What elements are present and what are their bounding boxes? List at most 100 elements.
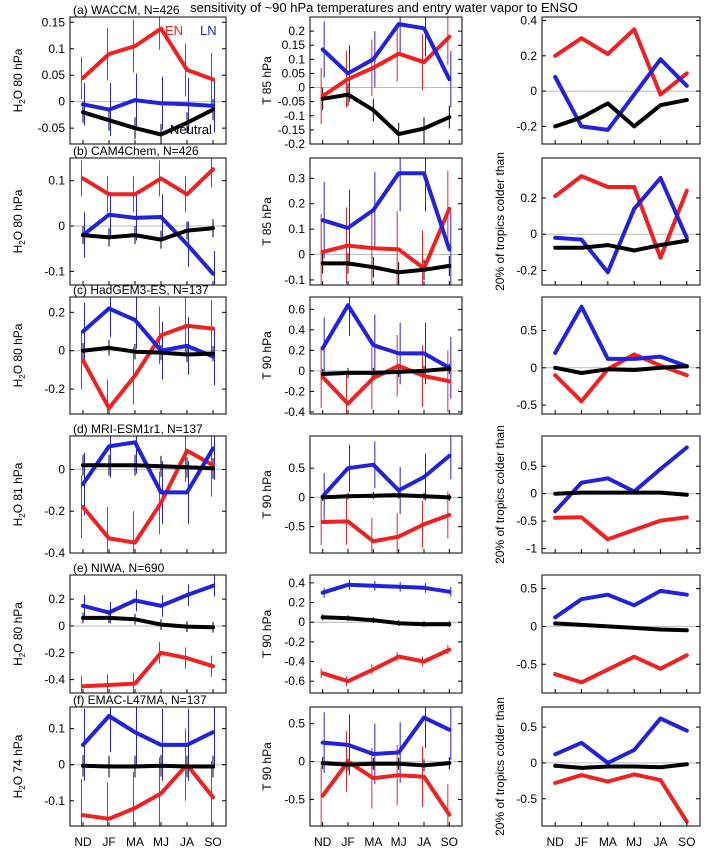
data-point-ln [133,440,137,445]
data-point-neutral [320,97,325,101]
y-tick-label: 0.5 [520,324,537,338]
data-point-neutral [606,490,610,495]
data-point-en [371,246,376,250]
data-point-en [447,34,452,39]
y-tick-label: -0.5 [284,792,305,806]
series-line-neutral [553,762,689,770]
y-tick-label: 0 [58,95,65,109]
data-point-neutral [159,237,163,242]
series-line-neutral [553,621,689,633]
data-point-en [579,680,584,685]
series-line-ln [81,212,215,276]
axes-frame [69,574,227,694]
panel-r2-c3: -0.2 0 0.2 [516,157,701,286]
data-point-neutral [133,233,137,237]
data-point-neutral [371,265,376,270]
data-point-ln [606,128,610,132]
data-point-ln [685,592,689,597]
data-point-neutral [685,492,689,497]
data-point-ln [422,475,426,479]
panel-r2-c2: -0.1 0 0.1 0.2 0.3 T 85 hPa [260,157,463,287]
data-point-neutral [606,243,610,247]
y-tick-label: 0 [530,227,537,241]
y-tick-label: -0.5 [516,792,537,806]
data-point-en [133,681,137,686]
data-point-en [396,363,401,368]
data-point-neutral [553,124,557,129]
data-point-neutral [396,621,401,625]
y-tick-label: -0.5 [516,398,537,412]
data-point-neutral [685,98,689,102]
data-point-en [81,505,85,509]
y-tick-label: 0.5 [288,461,305,475]
series-line-en [553,174,689,260]
axes-frame [309,706,463,827]
data-point-en [553,672,557,676]
data-point-en [371,776,376,781]
y-tick-label: 0 [530,487,537,501]
data-point-neutral [159,763,163,768]
data-point-ln [658,176,663,180]
series-line-neutral [81,463,215,471]
data-point-en [346,679,350,683]
data-point-neutral [396,493,401,497]
data-point-en [81,358,85,363]
data-point-neutral [211,351,215,356]
data-point-ln [346,303,350,308]
y-tick-label: 0.2 [520,49,537,63]
data-point-ln [320,590,325,595]
y-tick-label: -0.4 [44,546,65,560]
data-point-neutral [320,615,325,620]
data-point-en [579,399,584,404]
data-point-ln [422,715,426,720]
data-point-ln [346,466,350,470]
data-point-en [185,656,189,660]
data-point-en [81,684,85,689]
data-point-neutral [371,493,376,498]
right-column-ylabel: 20% of tropics colder than [493,425,507,564]
data-point-neutral [685,628,689,633]
series-line-ln [81,98,215,112]
y-tick-label: -0.1 [284,273,305,287]
data-point-neutral [447,367,452,371]
y-axis-label: H2O 80 hPa [11,323,27,387]
data-point-ln [81,604,85,608]
y-tick-label: 0.5 [520,720,537,734]
data-point-ln [658,589,663,593]
data-point-ln [81,102,85,107]
y-tick-label: 0 [298,755,305,769]
data-point-en [133,806,137,810]
data-point-en [579,515,584,520]
data-point-en [159,650,163,655]
series-line-neutral [320,761,452,768]
y-tick-label: 0 [58,758,65,772]
data-point-en [579,36,584,40]
series-line-en [320,206,452,271]
data-point-en [346,243,350,248]
y-tick-label: 0 [298,490,305,504]
y-tick-label: 0.3 [288,171,305,185]
data-point-ln [81,482,85,486]
right-column-labels: 20% of tropics colder than 20% of tropics… [493,152,507,836]
data-point-en [396,247,401,252]
data-point-neutral [658,243,663,247]
panel-r3-c2: -0.4 -0.2 0 0.2 0.4 0.6 T 90 hPa [260,296,463,419]
data-point-ln [211,730,215,735]
legend-en: EN [165,23,183,38]
data-point-en [396,534,401,539]
series-line-en [81,167,215,197]
series-line-neutral [553,97,689,129]
data-point-neutral [553,365,557,370]
x-tick-label: MJ [153,835,169,849]
axes-frame [541,296,701,415]
data-point-ln [107,212,111,217]
data-point-neutral [422,763,426,768]
data-point-neutral [606,764,610,769]
data-point-ln [606,592,610,597]
data-point-neutral [658,765,663,770]
data-point-neutral [422,126,426,131]
data-point-neutral [658,490,663,495]
series-line-en [81,26,215,82]
data-point-en [632,772,636,777]
